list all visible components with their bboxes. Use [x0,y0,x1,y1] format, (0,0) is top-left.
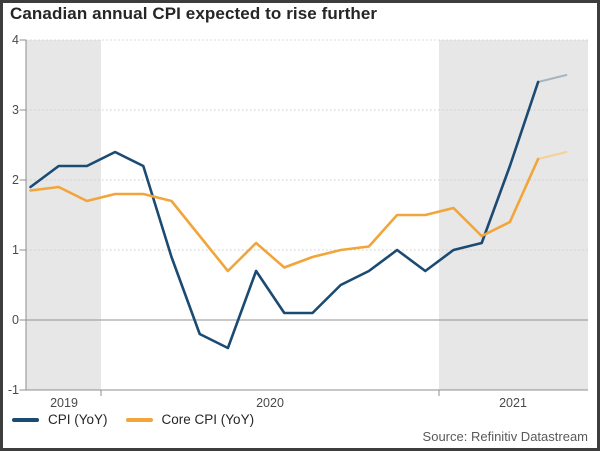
legend-item-cpi: CPI (YoY) [12,412,108,427]
legend-label-cpi: CPI (YoY) [48,412,108,427]
core-cpi-line-swatch-icon [125,417,153,422]
y-tick-label-minus1: -1 [7,383,19,397]
series-line-cpi-yoy [29,80,540,350]
x-tick-label-2021: 2021 [499,396,527,410]
x-tick-label-2020: 2020 [256,396,284,410]
series-line-core-cpi-yoy-forecast [537,150,568,161]
y-tick-label-3: 3 [12,103,19,117]
cpi-line-swatch-icon [12,417,39,422]
chart-title: Canadian annual CPI expected to rise fur… [10,4,378,23]
y-tick-label-4: 4 [12,33,19,47]
series-line-core-cpi-yoy [29,157,540,273]
x-tick-label-2019: 2019 [50,396,78,410]
series-line-cpi-yoy-forecast [537,73,568,84]
y-tick-label-2: 2 [12,173,19,187]
series-lines [29,73,568,350]
legend: CPI (YoY) Core CPI (YoY) [12,412,254,427]
gridlines [19,39,588,391]
shaded-bands [26,40,588,390]
y-tick-label-1: 1 [12,243,19,257]
axes [25,40,588,396]
y-tick-label-0: 0 [12,313,19,327]
source-credit: Source: Refinitiv Datastream [422,429,588,444]
shaded-band-2019 [26,40,101,390]
legend-label-core-cpi: Core CPI (YoY) [161,412,255,427]
legend-item-core-cpi: Core CPI (YoY) [125,412,255,427]
